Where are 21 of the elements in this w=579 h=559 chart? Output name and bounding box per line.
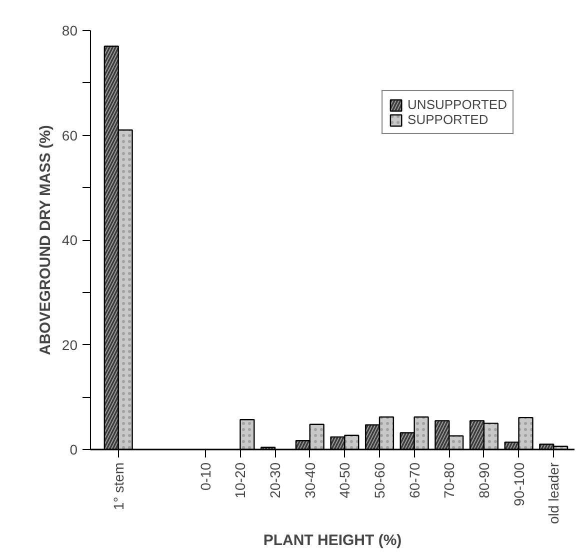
x-tick-label: 40-50 (336, 462, 353, 498)
x-tick-label: 60-70 (406, 462, 422, 498)
x-tick-label: 90-100 (510, 462, 527, 506)
x-tick-label: 50-60 (372, 462, 388, 498)
legend-label: UNSUPPORTED (408, 97, 507, 112)
x-tick-label: 0-10 (197, 462, 214, 491)
x-tick-label: 80-90 (476, 462, 492, 498)
y-tick-label: 0 (70, 442, 78, 458)
y-tick-label: 40 (62, 232, 78, 248)
y-axis-title: ABOVEGROUND DRY MASS (%) (36, 125, 54, 356)
y-tick-label: 20 (62, 336, 78, 353)
x-tick-label: 70-80 (441, 462, 458, 498)
x-tick-label: 20-30 (267, 462, 284, 498)
y-tick-label: 80 (62, 22, 78, 38)
legend-label: SUPPORTED (408, 112, 488, 127)
x-tick-label: old leader (546, 462, 562, 524)
x-axis-title: PLANT HEIGHT (%) (263, 532, 402, 549)
x-tick-label: 10-20 (232, 462, 248, 498)
y-tick-label: 60 (62, 127, 78, 144)
x-tick-label: 1° stem (110, 462, 126, 510)
x-tick-label: 30-40 (302, 462, 318, 498)
